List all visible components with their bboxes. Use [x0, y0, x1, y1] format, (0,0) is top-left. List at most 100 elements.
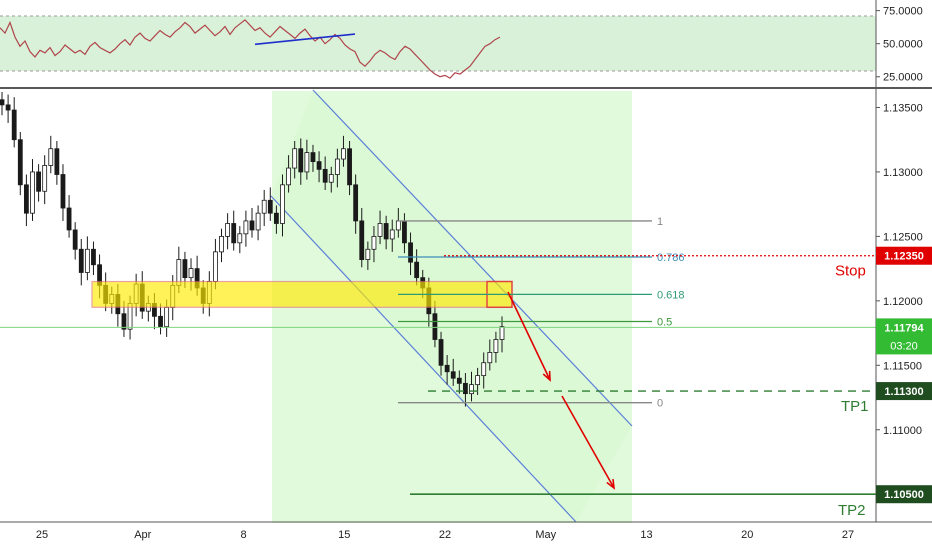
candle-body — [280, 184, 285, 224]
candle-body — [438, 339, 444, 366]
candle-body — [377, 223, 383, 237]
projection-arrow-1-head — [542, 370, 551, 382]
level-price-value: 1.12350 — [884, 251, 924, 263]
price-tick-label: 1.12500 — [883, 231, 923, 243]
candle-body — [237, 233, 243, 244]
candle-body — [78, 248, 84, 273]
price-tick-label: 1.12000 — [883, 296, 923, 308]
candle-body — [432, 313, 438, 340]
candle-body — [383, 223, 389, 240]
bar-countdown: 03:20 — [890, 340, 918, 352]
candle-body — [316, 161, 322, 170]
candle-body — [36, 171, 41, 192]
level-price-value: 1.10500 — [884, 489, 924, 501]
candle-body — [5, 104, 11, 111]
candle-body — [371, 235, 377, 250]
projection-arrow-2-head — [606, 478, 616, 490]
time-tick-label: 22 — [439, 529, 451, 541]
candle-body — [298, 148, 304, 173]
candle-body — [322, 168, 328, 183]
candle-body — [456, 377, 462, 384]
fib-level-label: 0.618 — [657, 289, 685, 301]
price-tick-label: 1.13500 — [883, 102, 923, 114]
candle-body — [469, 384, 474, 395]
candle-body — [255, 212, 261, 231]
level-price-badge — [876, 246, 932, 265]
candle-body — [91, 248, 96, 266]
projection-arrow-1 — [507, 291, 551, 381]
candle-body — [292, 148, 298, 169]
candle-body — [389, 229, 395, 240]
time-tick-label: 20 — [741, 529, 753, 541]
level-price-badge — [876, 485, 932, 504]
candle-body — [231, 223, 237, 244]
candle-body — [30, 171, 35, 214]
candle-body — [347, 148, 352, 186]
candle-body — [499, 326, 505, 340]
candle-body — [182, 259, 188, 279]
channel-lower-line — [270, 195, 577, 523]
candle-body — [395, 220, 401, 231]
candle-body — [481, 362, 487, 377]
price-pane: 1 0.786 0.618 0.5 0 — [0, 89, 876, 523]
candle-body — [164, 306, 170, 328]
fib-level-label: 1 — [657, 216, 663, 228]
last-price-value: 1.11794 — [884, 322, 924, 334]
candle-body — [213, 251, 218, 282]
time-tick-label: 13 — [640, 529, 652, 541]
candle-body — [243, 220, 249, 235]
candle-body — [365, 248, 371, 260]
time-tick-label: Apr — [134, 529, 151, 541]
candle-body — [267, 199, 273, 214]
candle-body — [17, 139, 23, 186]
tp2-label: TP2 — [838, 502, 866, 519]
candle-body — [48, 148, 54, 166]
candle-body — [475, 375, 481, 386]
candle-body — [249, 220, 255, 231]
candle-body — [444, 364, 450, 373]
candle-body — [286, 167, 291, 186]
candle-body — [219, 235, 224, 253]
candle-body — [158, 315, 163, 328]
candle-body — [23, 184, 29, 214]
rsi-band — [0, 16, 876, 71]
candle-body — [42, 165, 48, 192]
candle-body — [341, 148, 346, 160]
fib-level-label: 0.786 — [657, 252, 685, 264]
tp1-label: TP1 — [841, 398, 869, 415]
candle-body — [72, 229, 78, 250]
candle-body — [11, 109, 17, 141]
fib-level-label: 0 — [657, 398, 663, 410]
rsi-tick-label: 75.0000 — [883, 6, 923, 18]
candle-body — [304, 152, 310, 173]
rsi-tick-label: 25.0000 — [883, 72, 923, 84]
candle-body — [60, 174, 66, 209]
price-tick-label: 1.11500 — [883, 360, 922, 372]
rsi-tick-label: 50.0000 — [883, 39, 923, 51]
candle-body — [408, 242, 413, 263]
projection-arrow-2 — [561, 395, 615, 489]
last-price-badge — [876, 318, 932, 355]
candle-body — [66, 207, 72, 231]
candle-body — [353, 184, 359, 222]
stop-label: Stop — [835, 263, 866, 280]
candle-body — [450, 371, 456, 379]
channel-upper-line — [312, 89, 633, 427]
candle-body — [334, 158, 340, 175]
candle-body — [225, 223, 231, 237]
candle-body — [121, 313, 127, 330]
price-tick-label: 1.11000 — [883, 425, 922, 437]
fib-level-label: 0.5 — [657, 316, 672, 328]
candle-body — [414, 261, 420, 279]
time-tick-label: 25 — [36, 529, 48, 541]
level-price-value: 1.11300 — [884, 386, 923, 398]
price-tick-label: 1.13000 — [883, 167, 923, 179]
rsi-divergence-line — [254, 33, 356, 46]
candle-body — [402, 220, 407, 244]
candle-body — [0, 99, 5, 106]
candle-body — [310, 152, 316, 163]
time-tick-label: 8 — [240, 529, 246, 541]
rsi-series-line — [0, 19, 501, 79]
rsi-pane — [0, 15, 876, 79]
